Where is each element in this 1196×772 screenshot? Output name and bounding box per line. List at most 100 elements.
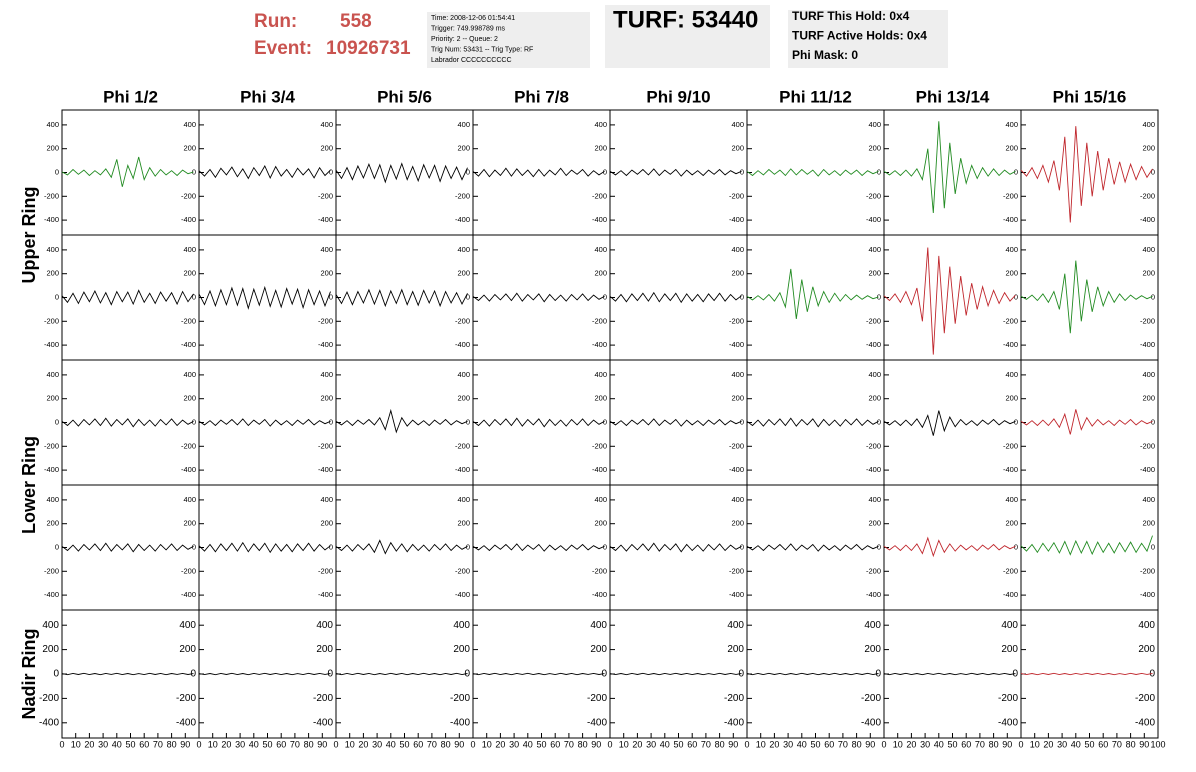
y-tick-label: 200: [46, 519, 59, 528]
y-tick-label: -200: [1140, 441, 1155, 450]
y-tick-label: 200: [1001, 644, 1018, 655]
y-tick-label: -400: [1135, 717, 1155, 728]
y-tick-label: 0: [329, 167, 333, 176]
waveform: [609, 168, 742, 177]
y-tick-label: 0: [601, 669, 607, 680]
y-tick-label: 0: [877, 542, 881, 551]
y-tick-label: 400: [457, 245, 470, 254]
y-tick-label: 200: [594, 269, 607, 278]
x-tick-label: 60: [824, 739, 834, 749]
y-tick-label: 200: [594, 519, 607, 528]
x-tick-label: 50: [1084, 739, 1094, 749]
x-tick-label: 70: [701, 739, 711, 749]
x-tick-label: 90: [591, 739, 601, 749]
column-header: Phi 11/12: [779, 87, 852, 106]
y-tick-label: 400: [731, 370, 744, 379]
y-tick-label: 0: [1151, 292, 1155, 301]
y-tick-label: -200: [455, 566, 470, 575]
waveform: [472, 543, 605, 552]
waveform: [1020, 260, 1153, 334]
x-tick-label: 10: [1030, 739, 1040, 749]
x-tick-label: 40: [523, 739, 533, 749]
y-tick-label: -400: [729, 465, 744, 474]
y-tick-label: 200: [320, 269, 333, 278]
x-tick-label: 0: [744, 739, 749, 749]
y-tick-label: -400: [39, 717, 59, 728]
info-line: Time: 2008-12-06 01:54:41: [431, 15, 515, 22]
y-tick-label: -400: [998, 717, 1018, 728]
waveform: [746, 168, 879, 177]
waveform: [1020, 535, 1153, 556]
waveform: [472, 417, 605, 428]
y-tick-label: 200: [727, 644, 744, 655]
y-tick-label: 200: [731, 394, 744, 403]
y-tick-label: -200: [866, 316, 881, 325]
x-tick-label: 20: [221, 739, 231, 749]
x-tick-label: 10: [345, 739, 355, 749]
y-tick-label: 0: [740, 167, 744, 176]
y-tick-label: 200: [42, 644, 59, 655]
x-tick-label: 10: [756, 739, 766, 749]
y-tick-label: 400: [183, 120, 196, 129]
x-tick-label: 30: [509, 739, 519, 749]
y-tick-label: 0: [603, 417, 607, 426]
y-tick-label: -200: [44, 441, 59, 450]
y-tick-label: 200: [1142, 519, 1155, 528]
x-tick-label: 50: [810, 739, 820, 749]
y-tick-label: 400: [1138, 620, 1155, 631]
y-tick-label: -400: [592, 340, 607, 349]
y-tick-label: 400: [727, 620, 744, 631]
waveform: [61, 289, 194, 306]
column-header: Phi 1/2: [103, 87, 158, 106]
y-tick-label: -400: [44, 465, 59, 474]
column-header: Phi 3/4: [240, 87, 295, 106]
waveform: [198, 418, 331, 427]
x-tick-label: 90: [728, 739, 738, 749]
y-tick-label: 0: [192, 292, 196, 301]
y-tick-label: 200: [1142, 269, 1155, 278]
y-tick-label: -200: [866, 441, 881, 450]
waveform: [746, 672, 879, 676]
y-tick-label: 400: [731, 245, 744, 254]
column-header: Phi 5/6: [377, 87, 432, 106]
y-tick-label: -400: [1140, 590, 1155, 599]
x-tick-label: 90: [317, 739, 327, 749]
waveform: [472, 292, 605, 303]
y-tick-label: -400: [1003, 340, 1018, 349]
y-tick-label: 0: [1012, 669, 1018, 680]
y-tick-label: -400: [44, 215, 59, 224]
y-tick-label: 0: [55, 292, 59, 301]
info-box: [427, 12, 590, 68]
x-tick-label: 30: [372, 739, 382, 749]
waveform: [1020, 672, 1153, 676]
x-tick-label: 80: [441, 739, 451, 749]
y-tick-label: -200: [318, 441, 333, 450]
y-tick-label: 200: [1005, 269, 1018, 278]
y-tick-label: 400: [453, 620, 470, 631]
y-tick-label: 400: [46, 245, 59, 254]
y-tick-label: 400: [320, 245, 333, 254]
y-tick-label: 400: [868, 495, 881, 504]
waveform: [609, 542, 742, 553]
y-tick-label: 0: [466, 417, 470, 426]
x-tick-label: 70: [975, 739, 985, 749]
x-tick-label: 40: [934, 739, 944, 749]
y-tick-label: 400: [868, 245, 881, 254]
y-tick-label: -200: [1003, 191, 1018, 200]
y-tick-label: 400: [594, 245, 607, 254]
x-tick-label: 40: [660, 739, 670, 749]
y-tick-label: 0: [192, 542, 196, 551]
info-line: Priority: 2 -- Queue: 2: [431, 36, 498, 43]
y-tick-label: 0: [192, 167, 196, 176]
y-tick-label: 0: [1014, 167, 1018, 176]
y-tick-label: 200: [183, 269, 196, 278]
y-tick-label: -200: [592, 566, 607, 575]
ring-label: Lower Ring: [19, 436, 39, 534]
y-tick-label: -400: [729, 215, 744, 224]
turf-info-line: TURF Active Holds: 0x4: [792, 29, 927, 43]
waveform: [472, 672, 605, 676]
y-tick-label: 0: [55, 417, 59, 426]
waveform: [746, 543, 879, 552]
y-tick-label: -400: [313, 717, 333, 728]
x-tick-label: 60: [550, 739, 560, 749]
